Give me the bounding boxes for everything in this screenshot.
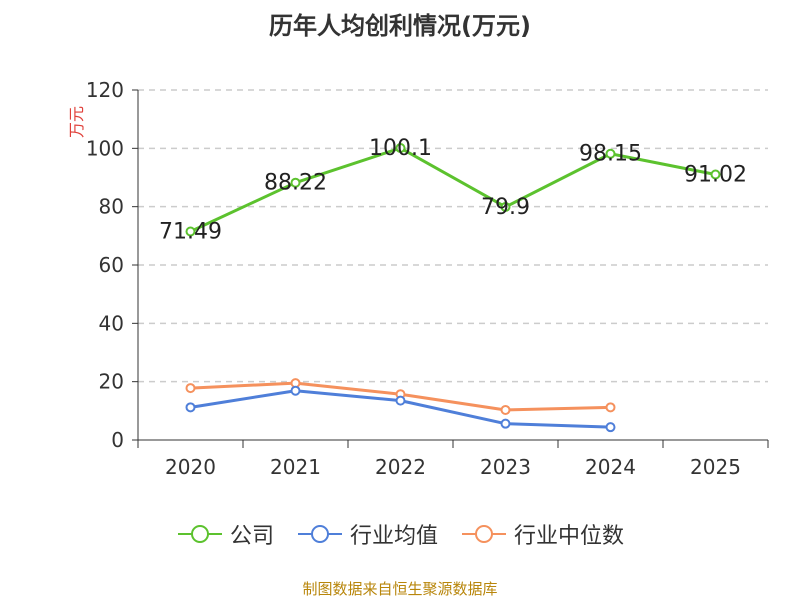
series-point-0	[185, 226, 196, 237]
legend-label-company: 公司	[229, 524, 274, 549]
legend-marker-company	[177, 525, 222, 543]
x-tick-label: 2021	[270, 455, 321, 479]
chart-title: 历年人均创利情况(万元)	[269, 12, 531, 40]
legend-label-industry-mean: 行业均值	[349, 524, 438, 549]
axes: 0 20 40 60 80 100 120 2020 2021 2022 2023 2024 2025 万…	[67, 78, 769, 479]
x-tick-label: 2025	[690, 455, 741, 479]
legend-item-company[interactable]: 公司	[176, 518, 274, 550]
data-label: 98.15	[579, 142, 642, 167]
series-point-2	[500, 404, 511, 415]
y-tick-label: 40	[99, 311, 124, 335]
y-tick-label: 20	[99, 370, 124, 394]
x-tick-label: 2020	[165, 455, 216, 479]
x-tick-label: 2024	[585, 455, 636, 479]
series-point-2	[605, 402, 616, 413]
x-tick-label: 2023	[480, 455, 531, 479]
y-axis-label: 万元	[67, 106, 86, 138]
y-tick-label: 80	[99, 195, 124, 219]
series-point-1	[395, 395, 406, 406]
series-point-0	[710, 169, 721, 180]
y-tick-label: 120	[86, 78, 124, 102]
y-tick-label: 0	[111, 428, 124, 452]
series-lines	[185, 143, 721, 433]
series-line-0	[189, 146, 716, 233]
data-label: 79.9	[481, 195, 530, 220]
legend-item-industry-mean[interactable]: 行业均值	[296, 518, 438, 550]
y-tick-label: 60	[99, 253, 124, 277]
data-labels: 71.49 88.22 100.1 79.9 98.15 91.02	[159, 136, 747, 244]
data-label: 71.49	[159, 219, 222, 244]
series-point-2	[185, 383, 196, 394]
legend-marker-industry-mean	[297, 525, 342, 543]
data-label: 91.02	[684, 163, 747, 188]
source-note: 制图数据来自恒生聚源数据库	[302, 580, 498, 598]
series-point-0	[500, 201, 511, 212]
legend-label-industry-median: 行业中位数	[514, 524, 625, 549]
series-point-1	[605, 422, 616, 433]
series-point-0	[395, 143, 406, 154]
legend-item-industry-median[interactable]: 行业中位数	[460, 518, 624, 550]
series-point-0	[290, 177, 301, 188]
data-label: 88.22	[264, 171, 327, 196]
series-point-1	[290, 385, 301, 396]
series-point-1	[185, 402, 196, 413]
data-label: 100.1	[369, 136, 432, 161]
legend-marker-industry-median	[462, 525, 506, 543]
series-point-1	[500, 418, 511, 429]
series-point-0	[605, 148, 616, 159]
grid-lines	[138, 89, 768, 383]
x-tick-label: 2022	[375, 455, 426, 479]
legend: 公司 行业均值 行业中位数	[0, 518, 800, 550]
y-tick-label: 100	[86, 136, 124, 160]
